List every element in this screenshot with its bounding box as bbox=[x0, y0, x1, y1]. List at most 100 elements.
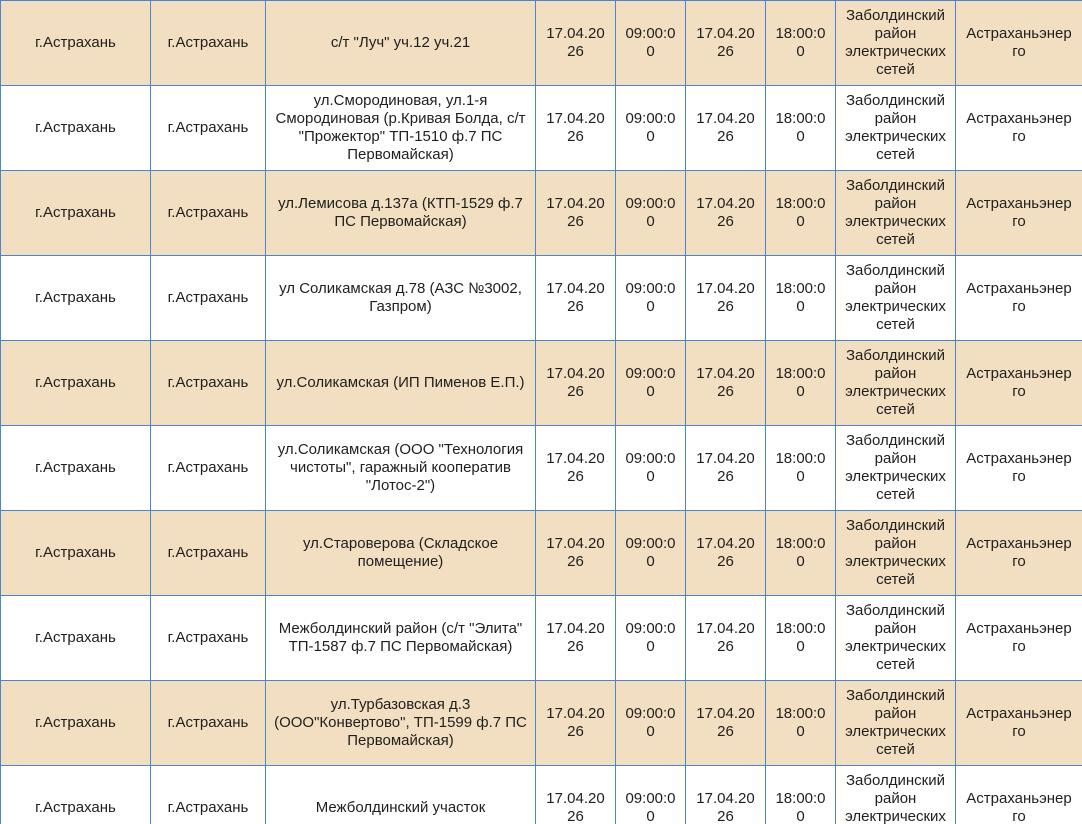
network-cell: Заболдинский район электрических сетей bbox=[835, 85, 956, 171]
table-row: г.Астрахань г.Астрахань ул.Соликамская (… bbox=[0, 340, 1082, 426]
table-row: г.Астрахань г.Астрахань ул Соликамская д… bbox=[0, 255, 1082, 341]
start-time-cell: 09:00:00 bbox=[615, 425, 686, 511]
start-date-cell: 17.04.2026 bbox=[535, 680, 616, 766]
start-time-cell: 09:00:00 bbox=[615, 0, 686, 86]
end-time-cell: 18:00:00 bbox=[765, 595, 836, 681]
region-cell: г.Астрахань bbox=[0, 510, 151, 596]
network-cell: Заболдинский район электрических сетей bbox=[835, 0, 956, 86]
end-time-cell: 18:00:00 bbox=[765, 510, 836, 596]
city-cell: г.Астрахань bbox=[150, 170, 266, 256]
company-cell: Астраханьэнерго bbox=[955, 765, 1082, 824]
network-cell: Заболдинский район электрических сетей bbox=[835, 425, 956, 511]
city-cell: г.Астрахань bbox=[150, 85, 266, 171]
address-cell: Межболдинский участок bbox=[265, 765, 536, 824]
start-time-cell: 09:00:00 bbox=[615, 765, 686, 824]
start-time-cell: 09:00:00 bbox=[615, 255, 686, 341]
address-cell: ул.Соликамская (ИП Пименов Е.П.) bbox=[265, 340, 536, 426]
end-date-cell: 17.04.2026 bbox=[685, 255, 766, 341]
city-cell: г.Астрахань bbox=[150, 510, 266, 596]
network-cell: Заболдинский район электрических сетей bbox=[835, 765, 956, 824]
end-date-cell: 17.04.2026 bbox=[685, 765, 766, 824]
region-cell: г.Астрахань bbox=[0, 255, 151, 341]
end-date-cell: 17.04.2026 bbox=[685, 510, 766, 596]
table-row: г.Астрахань г.Астрахань с/т "Луч" уч.12 … bbox=[0, 0, 1082, 86]
company-cell: Астраханьэнерго bbox=[955, 340, 1082, 426]
region-cell: г.Астрахань bbox=[0, 680, 151, 766]
end-time-cell: 18:00:00 bbox=[765, 765, 836, 824]
start-time-cell: 09:00:00 bbox=[615, 510, 686, 596]
end-time-cell: 18:00:00 bbox=[765, 170, 836, 256]
network-cell: Заболдинский район электрических сетей bbox=[835, 595, 956, 681]
start-date-cell: 17.04.2026 bbox=[535, 85, 616, 171]
region-cell: г.Астрахань bbox=[0, 0, 151, 86]
end-time-cell: 18:00:00 bbox=[765, 255, 836, 341]
company-cell: Астраханьэнерго bbox=[955, 85, 1082, 171]
start-date-cell: 17.04.2026 bbox=[535, 425, 616, 511]
table-row: г.Астрахань г.Астрахань ул.Лемисова д.13… bbox=[0, 170, 1082, 256]
start-time-cell: 09:00:00 bbox=[615, 680, 686, 766]
end-date-cell: 17.04.2026 bbox=[685, 340, 766, 426]
end-date-cell: 17.04.2026 bbox=[685, 425, 766, 511]
region-cell: г.Астрахань bbox=[0, 425, 151, 511]
region-cell: г.Астрахань bbox=[0, 170, 151, 256]
table-row: г.Астрахань г.Астрахань ул.Турбазовская … bbox=[0, 680, 1082, 766]
start-date-cell: 17.04.2026 bbox=[535, 170, 616, 256]
start-date-cell: 17.04.2026 bbox=[535, 0, 616, 86]
region-cell: г.Астрахань bbox=[0, 595, 151, 681]
end-date-cell: 17.04.2026 bbox=[685, 595, 766, 681]
table-row: г.Астрахань г.Астрахань ул.Смородиновая,… bbox=[0, 85, 1082, 171]
network-cell: Заболдинский район электрических сетей bbox=[835, 340, 956, 426]
city-cell: г.Астрахань bbox=[150, 255, 266, 341]
address-cell: ул Соликамская д.78 (АЗС №3002, Газпром) bbox=[265, 255, 536, 341]
address-cell: ул.Соликамская (ООО "Технология чистоты"… bbox=[265, 425, 536, 511]
end-time-cell: 18:00:00 bbox=[765, 425, 836, 511]
network-cell: Заболдинский район электрических сетей bbox=[835, 255, 956, 341]
end-time-cell: 18:00:00 bbox=[765, 0, 836, 86]
city-cell: г.Астрахань bbox=[150, 425, 266, 511]
city-cell: г.Астрахань bbox=[150, 680, 266, 766]
network-cell: Заболдинский район электрических сетей bbox=[835, 170, 956, 256]
network-cell: Заболдинский район электрических сетей bbox=[835, 680, 956, 766]
start-time-cell: 09:00:00 bbox=[615, 340, 686, 426]
network-cell: Заболдинский район электрических сетей bbox=[835, 510, 956, 596]
start-date-cell: 17.04.2026 bbox=[535, 255, 616, 341]
company-cell: Астраханьэнерго bbox=[955, 170, 1082, 256]
city-cell: г.Астрахань bbox=[150, 0, 266, 86]
table-row: г.Астрахань г.Астрахань ул.Староверова (… bbox=[0, 510, 1082, 596]
region-cell: г.Астрахань bbox=[0, 340, 151, 426]
start-date-cell: 17.04.2026 bbox=[535, 340, 616, 426]
address-cell: ул.Староверова (Складское помещение) bbox=[265, 510, 536, 596]
end-date-cell: 17.04.2026 bbox=[685, 85, 766, 171]
table-row: г.Астрахань г.Астрахань Межболдинский ра… bbox=[0, 595, 1082, 681]
company-cell: Астраханьэнерго bbox=[955, 510, 1082, 596]
start-time-cell: 09:00:00 bbox=[615, 170, 686, 256]
table-row: г.Астрахань г.Астрахань Межболдинский уч… bbox=[0, 765, 1082, 824]
start-date-cell: 17.04.2026 bbox=[535, 765, 616, 824]
end-date-cell: 17.04.2026 bbox=[685, 680, 766, 766]
end-time-cell: 18:00:00 bbox=[765, 340, 836, 426]
address-cell: ул.Турбазовская д.3 (ООО"Конвертово", ТП… bbox=[265, 680, 536, 766]
start-date-cell: 17.04.2026 bbox=[535, 595, 616, 681]
company-cell: Астраханьэнерго bbox=[955, 0, 1082, 86]
city-cell: г.Астрахань bbox=[150, 595, 266, 681]
end-date-cell: 17.04.2026 bbox=[685, 170, 766, 256]
address-cell: с/т "Луч" уч.12 уч.21 bbox=[265, 0, 536, 86]
table-row: г.Астрахань г.Астрахань ул.Соликамская (… bbox=[0, 425, 1082, 511]
start-time-cell: 09:00:00 bbox=[615, 595, 686, 681]
company-cell: Астраханьэнерго bbox=[955, 680, 1082, 766]
address-cell: ул.Лемисова д.137а (КТП-1529 ф.7 ПС Перв… bbox=[265, 170, 536, 256]
city-cell: г.Астрахань bbox=[150, 340, 266, 426]
address-cell: Межболдинский район (с/т "Элита" ТП-1587… bbox=[265, 595, 536, 681]
city-cell: г.Астрахань bbox=[150, 765, 266, 824]
company-cell: Астраханьэнерго bbox=[955, 425, 1082, 511]
end-date-cell: 17.04.2026 bbox=[685, 0, 766, 86]
start-time-cell: 09:00:00 bbox=[615, 85, 686, 171]
region-cell: г.Астрахань bbox=[0, 765, 151, 824]
company-cell: Астраханьэнерго bbox=[955, 255, 1082, 341]
start-date-cell: 17.04.2026 bbox=[535, 510, 616, 596]
address-cell: ул.Смородиновая, ул.1-я Смородиновая (р.… bbox=[265, 85, 536, 171]
end-time-cell: 18:00:00 bbox=[765, 680, 836, 766]
